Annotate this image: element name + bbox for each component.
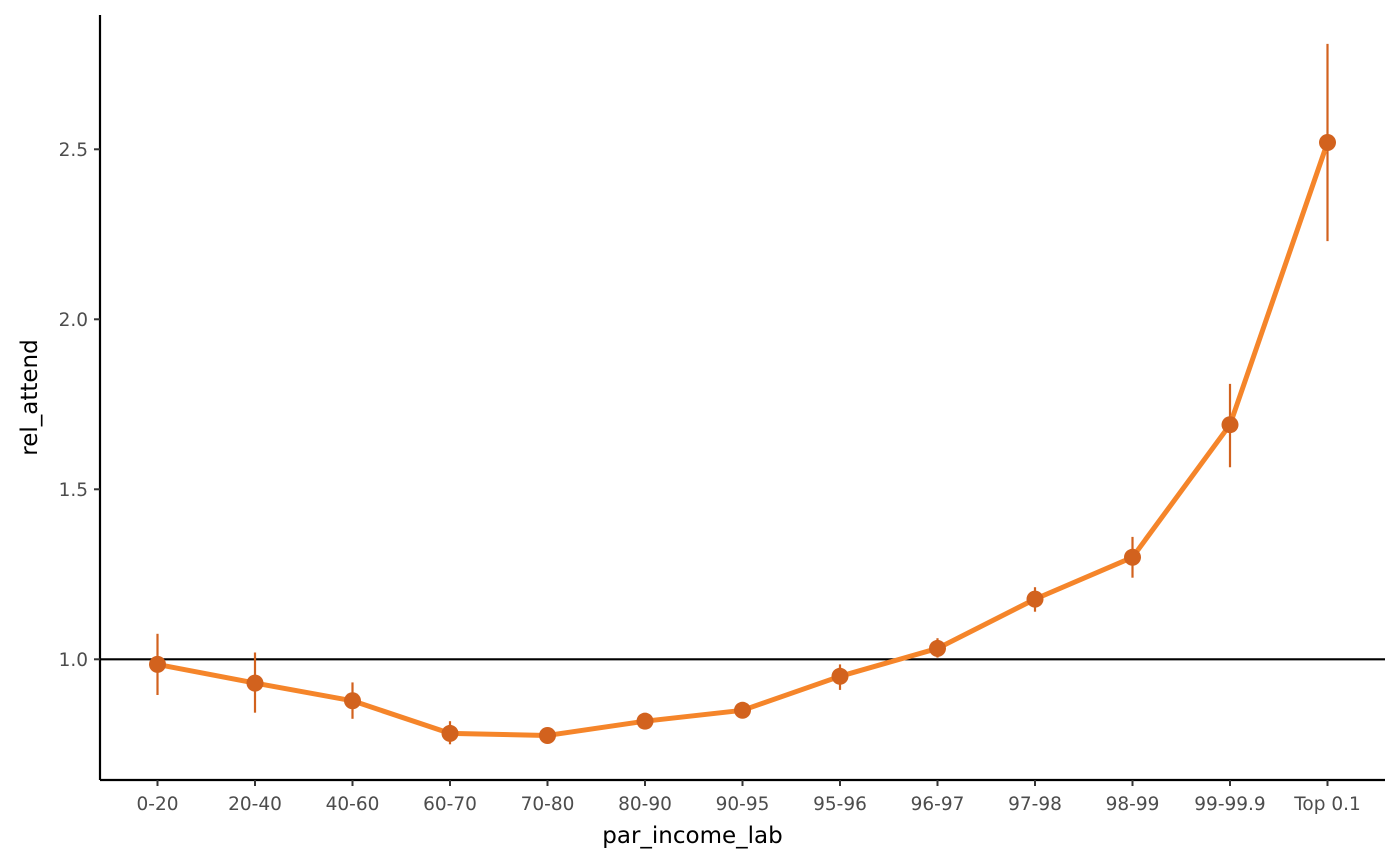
data-point [344, 692, 361, 710]
x-tick-label: 99-99.9 [1194, 794, 1265, 815]
y-axis-title: rel_attend [17, 339, 43, 455]
x-tick-label: 60-70 [423, 794, 477, 815]
errorbar-layer [156, 43, 1329, 745]
x-tick-label: 95-96 [813, 794, 867, 815]
x-tick-label: 90-95 [716, 794, 770, 815]
x-axis-title: par_income_lab [602, 823, 782, 849]
data-point [246, 674, 264, 692]
data-point [831, 667, 849, 685]
data-point [1124, 548, 1141, 566]
data-point [734, 701, 751, 719]
data-point [929, 639, 946, 657]
data-point [1221, 416, 1239, 434]
data-point [539, 726, 556, 744]
series-line [155, 140, 1330, 738]
x-tick-label: 70-80 [521, 794, 575, 815]
data-point [441, 724, 459, 742]
y-tick-label: 1.5 [59, 480, 88, 501]
x-tick-label: 98-99 [1106, 794, 1160, 815]
data-point [636, 712, 654, 730]
x-tick-label: 20-40 [228, 794, 282, 815]
axis-layer [94, 15, 1385, 786]
y-tick-label: 2.5 [59, 140, 88, 161]
x-tick-label: 97-98 [1008, 794, 1062, 815]
x-tick-label: 96-97 [911, 794, 965, 815]
series-line-layer [155, 140, 1330, 738]
point-layer [149, 134, 1336, 744]
y-tick-label: 1.0 [59, 650, 88, 671]
y-tick-label: 2.0 [59, 310, 88, 331]
x-tick-label: 0-20 [137, 794, 179, 815]
data-point [149, 655, 166, 673]
data-point [1319, 134, 1336, 151]
x-tick-label: 40-60 [326, 794, 380, 815]
tick-label-layer: 0-20 20-40 40-60 60-70 70-80 80-90 90-95 95-96 9… [59, 140, 1361, 815]
x-tick-label: 80-90 [618, 794, 672, 815]
x-tick-label: Top 0.1 [1293, 794, 1361, 815]
data-point [1026, 590, 1044, 608]
